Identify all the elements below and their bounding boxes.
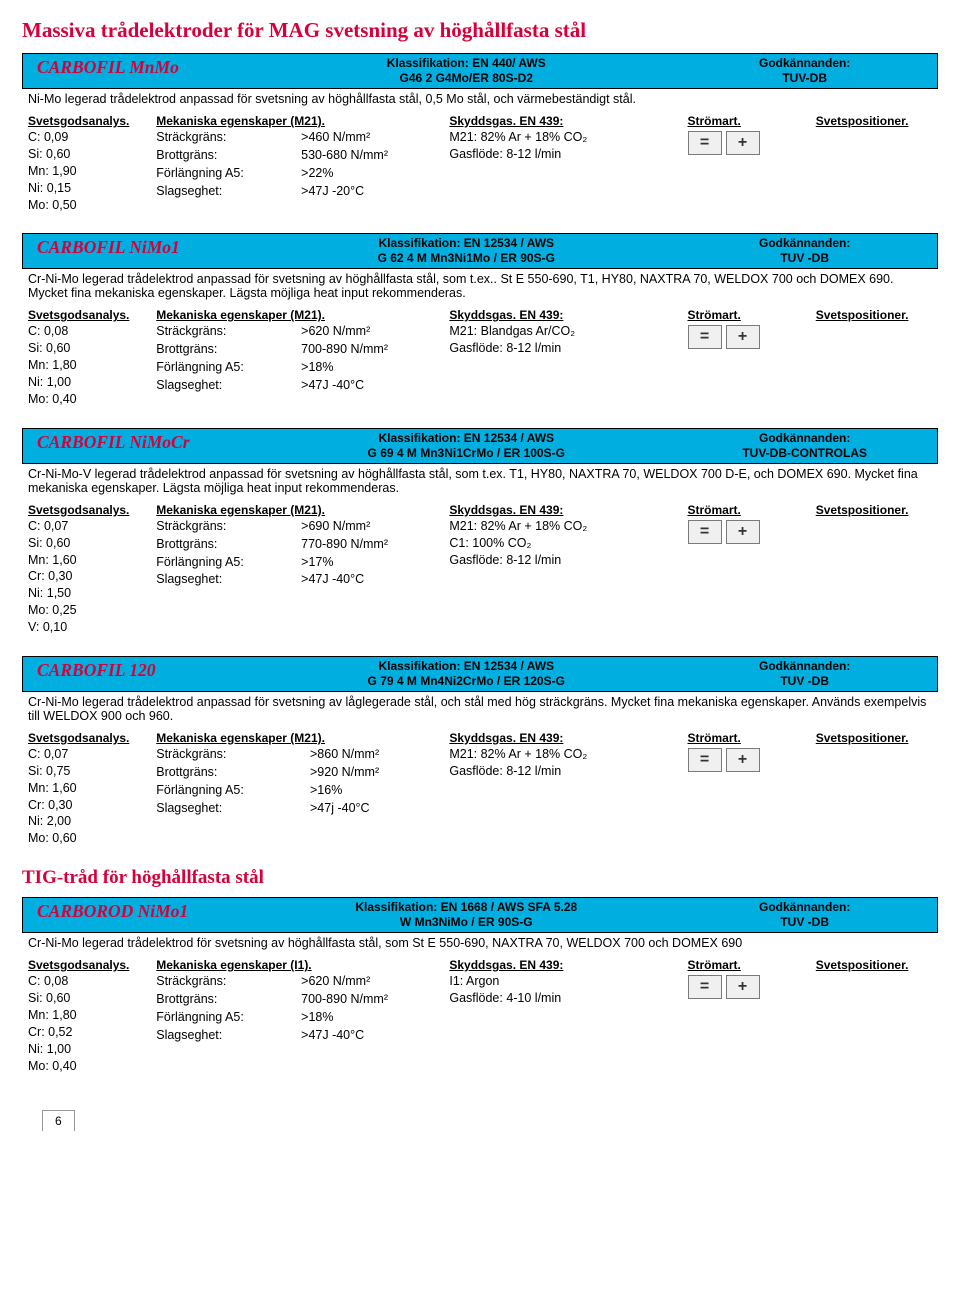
gas-values: I1: ArgonGasflöde: 4-10 l/min <box>443 973 681 1080</box>
product-description: Cr-Ni-Mo-V legerad trådelektrod anpassad… <box>22 464 938 501</box>
mech-values: Sträckgräns:>620 N/mm²Brottgräns:700-890… <box>150 973 443 1080</box>
product-description: Cr-Ni-Mo legerad trådelektrod anpassad f… <box>22 269 938 306</box>
dc-icon: = <box>688 131 722 155</box>
tig-section-title: TIG-tråd för höghållfasta stål <box>22 867 938 889</box>
col-header-gas: Skyddsgas. EN 439: <box>443 112 681 129</box>
col-header-svetspos: Svetspositioner. <box>810 501 938 518</box>
mech-values: Sträckgräns:>460 N/mm²Brottgräns:530-680… <box>150 129 443 219</box>
classification: Klassifikation: EN 12534 / AWSG 79 4 M M… <box>260 656 672 692</box>
col-header-stromart: Strömart. <box>682 729 810 746</box>
analys-values: C: 0,09Si: 0,60Mn: 1,90Ni: 0,15Mo: 0,50 <box>22 129 150 219</box>
dc-icon: = <box>688 975 722 999</box>
plus-icon: + <box>726 748 760 772</box>
product-card: CARBOFIL NiMo1Klassifikation: EN 12534 /… <box>22 233 938 413</box>
analys-values: C: 0,08Si: 0,60Mn: 1,80Ni: 1,00Mo: 0,40 <box>22 323 150 413</box>
col-header-svetspos: Svetspositioner. <box>810 112 938 129</box>
classification: Klassifikation: EN 12534 / AWSG 69 4 M M… <box>260 428 672 464</box>
col-header-gas: Skyddsgas. EN 439: <box>443 729 681 746</box>
gas-values: M21: Blandgas Ar/CO₂Gasflöde: 8-12 l/min <box>443 323 681 413</box>
approvals: Godkännanden:TUV -DB <box>672 656 938 692</box>
gas-values: M21: 82% Ar + 18% CO₂C1: 100% CO₂Gasflöd… <box>443 518 681 642</box>
mech-values: Sträckgräns:>860 N/mm²Brottgräns:>920 N/… <box>150 746 443 853</box>
page-title: Massiva trådelektroder för MAG svetsning… <box>22 18 938 43</box>
col-header-stromart: Strömart. <box>682 956 810 973</box>
plus-icon: + <box>726 975 760 999</box>
svetspos-cell <box>810 973 938 1080</box>
dc-icon: = <box>688 325 722 349</box>
col-header-mech: Mekaniska egenskaper (M21). <box>150 501 443 518</box>
polarity-icons: =+ <box>688 131 804 155</box>
stromart-cell: =+ <box>682 323 810 413</box>
plus-icon: + <box>726 325 760 349</box>
col-header-mech: Mekaniska egenskaper (M21). <box>150 112 443 129</box>
col-header-svetspos: Svetspositioner. <box>810 306 938 323</box>
stromart-cell: =+ <box>682 746 810 853</box>
col-header-svetspos: Svetspositioner. <box>810 729 938 746</box>
col-header-analys: Svetsgodsanalys. <box>22 501 150 518</box>
dc-icon: = <box>688 748 722 772</box>
product-description: Ni-Mo legerad trådelektrod anpassad för … <box>22 89 938 112</box>
product-card: CARBOFIL MnMoKlassifikation: EN 440/ AWS… <box>22 53 938 219</box>
product-description: Cr-Ni-Mo legerad trådelektrod för svetsn… <box>22 933 938 956</box>
svetspos-cell <box>810 323 938 413</box>
polarity-icons: =+ <box>688 520 804 544</box>
stromart-cell: =+ <box>682 518 810 642</box>
col-header-stromart: Strömart. <box>682 306 810 323</box>
col-header-mech: Mekaniska egenskaper (M21). <box>150 729 443 746</box>
page-footer: 6 <box>22 1110 938 1131</box>
plus-icon: + <box>726 520 760 544</box>
gas-values: M21: 82% Ar + 18% CO₂Gasflöde: 8-12 l/mi… <box>443 746 681 853</box>
gas-values: M21: 82% Ar + 18% CO₂Gasflöde: 8-12 l/mi… <box>443 129 681 219</box>
product-name: CARBOFIL 120 <box>22 656 260 692</box>
col-header-gas: Skyddsgas. EN 439: <box>443 956 681 973</box>
product-card: CARBOFIL 120Klassifikation: EN 12534 / A… <box>22 656 938 853</box>
classification: Klassifikation: EN 1668 / AWS SFA 5.28W … <box>260 897 672 933</box>
analys-values: C: 0,07Si: 0,75Mn: 1,60Cr: 0,30Ni: 2,00M… <box>22 746 150 853</box>
products-list: CARBOFIL MnMoKlassifikation: EN 440/ AWS… <box>22 53 938 1080</box>
approvals: Godkännanden:TUV-DB <box>672 53 938 89</box>
col-header-analys: Svetsgodsanalys. <box>22 306 150 323</box>
polarity-icons: =+ <box>688 325 804 349</box>
product-name: CARBOFIL MnMo <box>22 53 260 89</box>
polarity-icons: =+ <box>688 748 804 772</box>
svetspos-cell <box>810 129 938 219</box>
product-card: CARBOFIL NiMoCrKlassifikation: EN 12534 … <box>22 428 938 642</box>
col-header-analys: Svetsgodsanalys. <box>22 112 150 129</box>
mech-values: Sträckgräns:>620 N/mm²Brottgräns:700-890… <box>150 323 443 413</box>
product-description: Cr-Ni-Mo legerad trådelektrod anpassad f… <box>22 692 938 729</box>
approvals: Godkännanden:TUV-DB-CONTROLAS <box>672 428 938 464</box>
analys-values: C: 0,08Si: 0,60Mn: 1,80Cr: 0,52Ni: 1,00M… <box>22 973 150 1080</box>
product-name: CARBOFIL NiMo1 <box>22 233 260 269</box>
stromart-cell: =+ <box>682 973 810 1080</box>
approvals: Godkännanden:TUV -DB <box>672 897 938 933</box>
svetspos-cell <box>810 746 938 853</box>
col-header-gas: Skyddsgas. EN 439: <box>443 501 681 518</box>
col-header-analys: Svetsgodsanalys. <box>22 729 150 746</box>
polarity-icons: =+ <box>688 975 804 999</box>
col-header-mech: Mekaniska egenskaper (I1). <box>150 956 443 973</box>
col-header-analys: Svetsgodsanalys. <box>22 956 150 973</box>
page-number: 6 <box>42 1110 75 1131</box>
svetspos-cell <box>810 518 938 642</box>
product-name: CARBOROD NiMo1 <box>22 897 260 933</box>
product-name: CARBOFIL NiMoCr <box>22 428 260 464</box>
dc-icon: = <box>688 520 722 544</box>
col-header-mech: Mekaniska egenskaper (M21). <box>150 306 443 323</box>
analys-values: C: 0,07Si: 0,60Mn: 1,60Cr: 0,30Ni: 1,50M… <box>22 518 150 642</box>
stromart-cell: =+ <box>682 129 810 219</box>
plus-icon: + <box>726 131 760 155</box>
col-header-svetspos: Svetspositioner. <box>810 956 938 973</box>
classification: Klassifikation: EN 12534 / AWSG 62 4 M M… <box>260 233 672 269</box>
col-header-stromart: Strömart. <box>682 112 810 129</box>
classification: Klassifikation: EN 440/ AWSG46 2 G4Mo/ER… <box>260 53 672 89</box>
product-card: CARBOROD NiMo1Klassifikation: EN 1668 / … <box>22 897 938 1080</box>
approvals: Godkännanden:TUV -DB <box>672 233 938 269</box>
col-header-stromart: Strömart. <box>682 501 810 518</box>
mech-values: Sträckgräns:>690 N/mm²Brottgräns:770-890… <box>150 518 443 642</box>
col-header-gas: Skyddsgas. EN 439: <box>443 306 681 323</box>
